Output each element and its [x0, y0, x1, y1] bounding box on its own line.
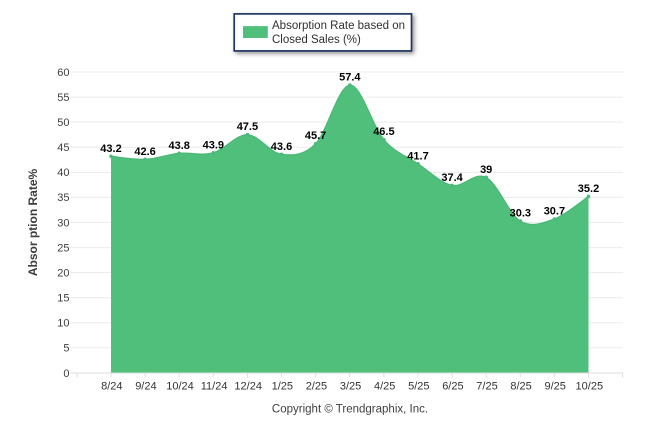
svg-text:Absorption Rate based on: Absorption Rate based on: [272, 20, 405, 32]
svg-text:4/25: 4/25: [374, 381, 395, 393]
svg-text:35: 35: [57, 192, 69, 204]
svg-text:47.5: 47.5: [237, 121, 258, 133]
svg-text:Copyright © Trendgraphix, Inc.: Copyright © Trendgraphix, Inc.: [272, 404, 428, 416]
svg-text:6/25: 6/25: [442, 381, 463, 393]
svg-text:5: 5: [63, 343, 69, 355]
svg-text:30.3: 30.3: [510, 208, 531, 220]
svg-text:Absor ption Rate%: Absor ption Rate%: [26, 169, 40, 277]
svg-text:43.6: 43.6: [271, 141, 292, 153]
svg-text:12/24: 12/24: [234, 381, 262, 393]
svg-text:11/24: 11/24: [201, 381, 228, 393]
svg-text:50: 50: [57, 117, 69, 129]
svg-text:10/24: 10/24: [166, 381, 194, 393]
svg-text:10: 10: [57, 318, 69, 330]
svg-text:1/25: 1/25: [272, 381, 293, 393]
svg-text:9/25: 9/25: [544, 381, 565, 393]
svg-text:30: 30: [57, 217, 69, 229]
svg-text:55: 55: [57, 92, 69, 104]
svg-text:15: 15: [57, 293, 69, 305]
svg-text:60: 60: [57, 67, 69, 79]
svg-text:5/25: 5/25: [408, 381, 429, 393]
svg-text:25: 25: [57, 242, 69, 254]
svg-text:40: 40: [57, 167, 69, 179]
svg-text:20: 20: [57, 267, 69, 279]
svg-text:43.9: 43.9: [203, 139, 224, 151]
svg-text:30.7: 30.7: [544, 205, 565, 217]
svg-text:7/25: 7/25: [476, 381, 497, 393]
svg-text:43.2: 43.2: [100, 143, 121, 155]
svg-text:8/24: 8/24: [101, 381, 122, 393]
svg-text:10/25: 10/25: [576, 381, 604, 393]
svg-text:9/24: 9/24: [135, 381, 156, 393]
svg-text:43.8: 43.8: [168, 140, 189, 152]
svg-text:57.4: 57.4: [339, 72, 361, 84]
svg-text:2/25: 2/25: [306, 381, 327, 393]
svg-text:37.4: 37.4: [441, 172, 463, 184]
svg-text:42.6: 42.6: [134, 146, 155, 158]
svg-text:8/25: 8/25: [510, 381, 531, 393]
svg-text:Closed Sales (%): Closed Sales (%): [272, 34, 361, 46]
svg-text:35.2: 35.2: [578, 183, 599, 195]
svg-text:39: 39: [480, 164, 492, 176]
svg-text:3/25: 3/25: [340, 381, 361, 393]
svg-text:0: 0: [63, 368, 69, 380]
svg-text:41.7: 41.7: [407, 150, 428, 162]
svg-text:45.7: 45.7: [305, 130, 326, 142]
svg-text:46.5: 46.5: [373, 126, 394, 138]
svg-text:45: 45: [57, 142, 69, 154]
